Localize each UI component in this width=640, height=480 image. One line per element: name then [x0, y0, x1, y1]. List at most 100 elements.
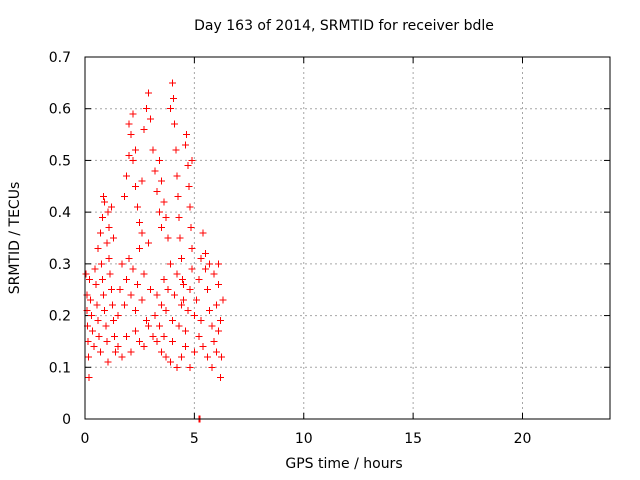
data-point [140, 270, 148, 278]
y-tick-label: 0.4 [49, 205, 71, 221]
data-point [175, 322, 183, 330]
data-point [114, 312, 122, 320]
data-point [172, 146, 180, 154]
data-point [90, 343, 98, 351]
data-point [129, 110, 137, 118]
data-point [193, 296, 201, 304]
data-point [125, 255, 133, 263]
data-point [186, 363, 194, 371]
data-point [96, 229, 104, 237]
x-tick-label: 15 [404, 431, 422, 447]
data-point [197, 255, 205, 263]
data-point [204, 286, 211, 294]
x-tick-label: 0 [81, 431, 90, 447]
data-point [182, 327, 190, 335]
data-point [123, 275, 131, 283]
data-point [91, 265, 99, 273]
data-point [179, 281, 187, 289]
data-point [131, 182, 139, 190]
data-point [158, 348, 166, 356]
data-point [116, 286, 124, 294]
y-tick-label: 0.2 [49, 309, 71, 325]
data-point [170, 94, 178, 102]
data-point [129, 265, 137, 273]
data-point [160, 275, 168, 283]
data-point [99, 213, 106, 221]
data-point [166, 260, 174, 268]
data-point [125, 151, 133, 159]
data-point [169, 317, 176, 325]
data-point [151, 312, 159, 320]
data-point [111, 332, 119, 340]
data-point [136, 218, 144, 226]
x-axis-label: GPS time / hours [285, 456, 402, 472]
data-point [134, 281, 141, 289]
data-point [208, 322, 216, 330]
data-point [85, 374, 93, 382]
data-point [147, 115, 155, 123]
data-point [144, 239, 152, 247]
data-point [151, 167, 159, 175]
y-tick-label: 0.5 [49, 153, 71, 169]
tick-labels: 0 5 10 15 20 0 0.1 0.2 0.3 0.4 0.5 0.6 0.7 [49, 50, 532, 447]
data-point [208, 363, 216, 371]
data-point [197, 317, 205, 325]
data-point [160, 198, 168, 206]
data-point [120, 301, 128, 309]
data-point [188, 265, 196, 273]
data-point [199, 229, 207, 237]
data-point [164, 234, 172, 242]
data-point [166, 105, 174, 113]
data-point [186, 286, 194, 294]
data-point [102, 322, 110, 330]
data-point [212, 348, 220, 356]
data-point [101, 198, 109, 206]
data-point [136, 337, 144, 345]
data-point [112, 348, 120, 356]
x-tick-label: 5 [190, 431, 199, 447]
data-point [183, 131, 191, 139]
data-point [214, 260, 222, 268]
data-point [188, 156, 196, 164]
data-point [214, 327, 222, 335]
data-point [166, 358, 174, 366]
data-point [106, 270, 114, 278]
data-point [100, 291, 108, 299]
data-point [123, 172, 131, 180]
data-point [174, 193, 182, 201]
data-point [120, 193, 128, 201]
data-point [95, 332, 103, 340]
data-point [178, 275, 186, 283]
data-point [109, 234, 117, 242]
data-point [142, 105, 150, 113]
data-point [217, 374, 225, 382]
data-point [162, 306, 170, 314]
data-point [173, 270, 181, 278]
data-point [217, 317, 225, 325]
y-tick-label: 0.1 [49, 360, 71, 376]
data-point [187, 224, 195, 232]
data-point [171, 291, 179, 299]
y-tick-label: 0.3 [49, 257, 71, 273]
y-axis-label: SRMTID / TECUs [7, 182, 23, 295]
data-point [149, 146, 157, 154]
data-point [118, 353, 126, 361]
data-point [140, 343, 148, 351]
data-point [206, 306, 214, 314]
data-point [94, 317, 102, 325]
data-point [92, 281, 100, 289]
x-tick-label: 10 [295, 431, 313, 447]
data-point [195, 275, 203, 283]
data-point [182, 343, 190, 351]
data-point [103, 337, 111, 345]
data-point [99, 275, 106, 283]
data-point [179, 296, 187, 304]
data-point [140, 125, 148, 133]
data-point [162, 353, 170, 361]
data-point [204, 353, 211, 361]
data-point [195, 332, 203, 340]
data-point [153, 291, 161, 299]
data-point [97, 260, 105, 268]
data-point [101, 306, 109, 314]
data-point [175, 213, 183, 221]
